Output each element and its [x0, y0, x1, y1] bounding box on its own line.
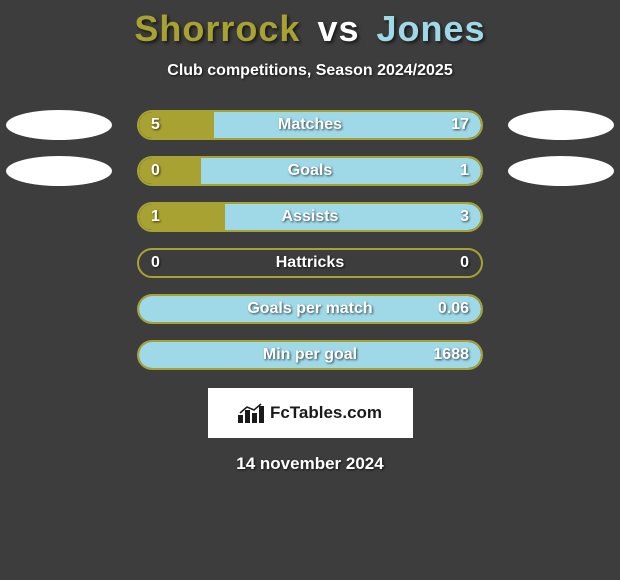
logo-text: FcTables.com	[270, 403, 382, 423]
stat-bar: 1688Min per goal	[137, 340, 483, 370]
stat-label: Goals	[139, 162, 481, 180]
stat-row: 13Assists	[0, 202, 620, 232]
player-chip-right	[508, 156, 614, 186]
title-vs: vs	[317, 8, 359, 49]
stat-row: 1688Min per goal	[0, 340, 620, 370]
stat-bar: 01Goals	[137, 156, 483, 186]
stat-label: Min per goal	[139, 346, 481, 364]
stats-area: 517Matches 01Goals 13Assists 00Hattricks 0.0…	[0, 110, 620, 370]
stat-bar: 517Matches	[137, 110, 483, 140]
logo-box: FcTables.com	[208, 388, 413, 438]
stat-row: 517Matches	[0, 110, 620, 140]
player-chip-left	[6, 156, 112, 186]
stat-row: 00Hattricks	[0, 248, 620, 278]
player-left-name: Shorrock	[134, 8, 300, 49]
date: 14 november 2024	[236, 454, 383, 474]
comparison-title: Shorrock vs Jones	[134, 8, 485, 50]
player-chip-right	[508, 110, 614, 140]
stat-row: 0.06Goals per match	[0, 294, 620, 324]
stat-label: Matches	[139, 116, 481, 134]
stat-bar: 13Assists	[137, 202, 483, 232]
player-chip-left	[6, 110, 112, 140]
stat-bar: 0.06Goals per match	[137, 294, 483, 324]
stat-row: 01Goals	[0, 156, 620, 186]
stat-bar: 00Hattricks	[137, 248, 483, 278]
stat-label: Goals per match	[139, 300, 481, 318]
subtitle: Club competitions, Season 2024/2025	[167, 62, 452, 80]
stat-label: Assists	[139, 208, 481, 226]
player-right-name: Jones	[377, 8, 486, 49]
logo-icon	[238, 403, 264, 423]
stat-label: Hattricks	[139, 254, 481, 272]
